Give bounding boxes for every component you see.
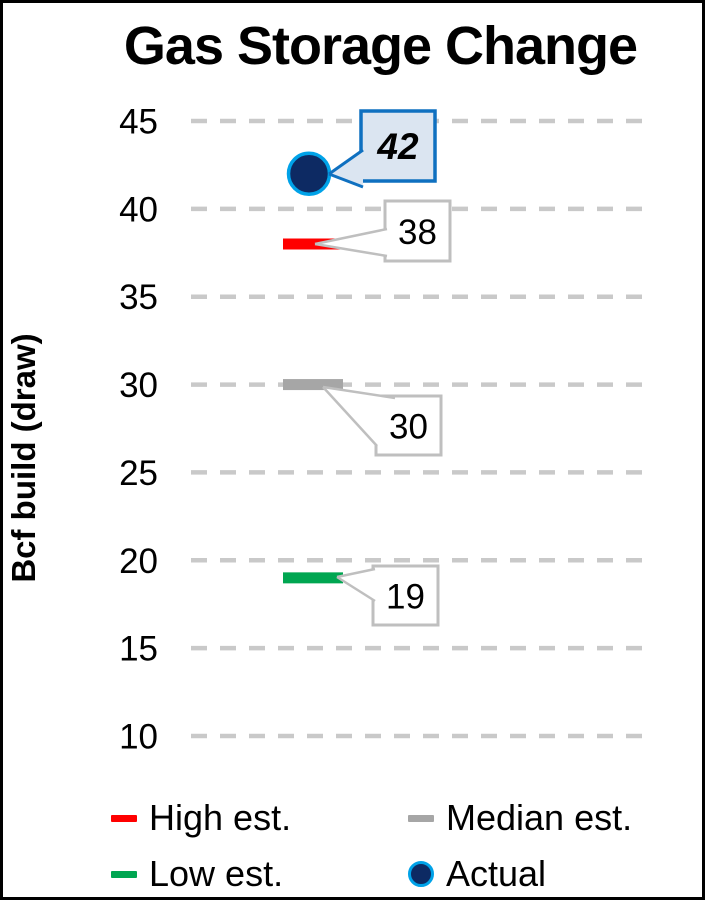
low-est-callout-leader	[336, 567, 376, 579]
actual-callout-leader	[328, 172, 364, 189]
low-est-data-label: 19	[386, 578, 425, 617]
actual-callout-pointer	[329, 150, 363, 187]
high-est-data-label: 38	[398, 213, 437, 252]
actual-callout-leader	[328, 148, 364, 176]
y-tick-label: 15	[119, 630, 158, 669]
median-est-marker	[283, 379, 343, 391]
actual-callout-box	[359, 109, 437, 183]
y-axis-title: Bcf build (draw)	[5, 333, 42, 582]
low-est-callout-pointer	[337, 569, 375, 601]
y-tick-label: 20	[119, 542, 158, 581]
median-est-callout-leader	[322, 386, 378, 447]
chart-title: Gas Storage Change	[123, 16, 638, 76]
median-est-callout-pointer	[323, 387, 395, 446]
y-tick-label: 35	[119, 278, 158, 317]
y-tick-label: 30	[119, 366, 158, 405]
high-est-callout-leader	[314, 227, 388, 246]
high-est-callout-pointer	[315, 229, 387, 256]
high-est-callout-box	[383, 199, 452, 263]
median-est-data-label: 30	[389, 408, 428, 447]
y-tick-label: 40	[119, 190, 158, 229]
median-est-callout-leader	[322, 385, 396, 400]
actual-data-label: 42	[376, 126, 419, 167]
actual-marker	[286, 151, 332, 196]
high-est-callout-leader	[314, 242, 388, 258]
high-est-marker	[283, 238, 343, 250]
y-tick-label: 25	[119, 454, 158, 493]
plot-area: 45 40 35 30 25 20 15 10 Bcf build (draw) 38 30 19 42	[5, 103, 653, 757]
low-est-marker	[283, 572, 343, 584]
low-est-callout-leader	[336, 575, 376, 603]
y-tick-label: 45	[119, 103, 158, 142]
y-tick-label: 10	[119, 718, 158, 757]
